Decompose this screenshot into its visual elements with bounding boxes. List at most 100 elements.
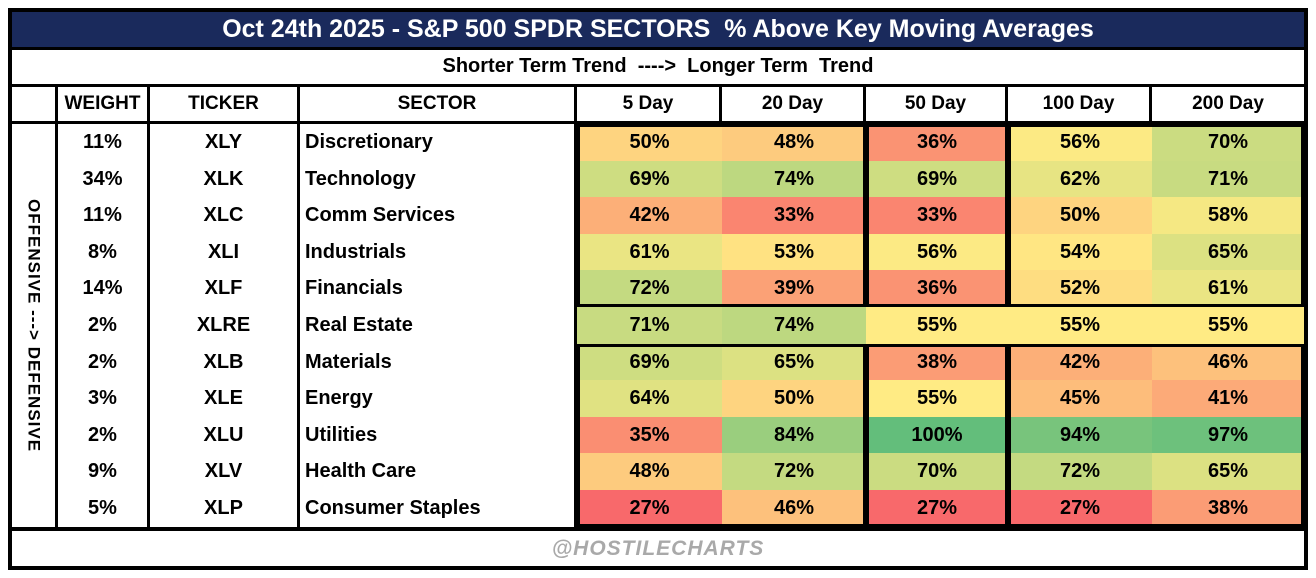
col-header-weight: WEIGHT	[58, 87, 150, 121]
ticker-cell: XLU	[150, 416, 300, 454]
sector-cell: Health Care	[300, 453, 577, 490]
col-header-ticker: TICKER	[150, 87, 300, 121]
value-cell: 53%	[722, 233, 866, 271]
value-cell: 50%	[722, 380, 866, 417]
value-cell: 39%	[722, 270, 866, 307]
ticker-cell: XLP	[150, 489, 300, 527]
value-cell: 65%	[722, 343, 866, 381]
col-header-200-day: 200 Day	[1192, 93, 1264, 114]
value-cell: 55%	[1152, 306, 1304, 344]
sector-table: Oct 24th 2025 - S&P 500 SPDR SECTORS % A…	[8, 8, 1308, 570]
value-cell: 72%	[722, 453, 866, 490]
value-cell: 69%	[577, 343, 722, 381]
value-cell: 61%	[1152, 270, 1304, 307]
corner-cell	[12, 87, 58, 121]
value-cell: 48%	[577, 453, 722, 490]
ticker-cell: XLK	[150, 160, 300, 198]
value-cell: 38%	[1152, 489, 1304, 527]
weight-cell: 8%	[58, 233, 150, 271]
value-cell: 71%	[1152, 160, 1304, 198]
ticker-cell: XLRE	[150, 306, 300, 344]
sector-cell: Consumer Staples	[300, 489, 577, 527]
value-cell: 45%	[1008, 380, 1152, 417]
ticker-cell: XLB	[150, 343, 300, 381]
weight-cell: 2%	[58, 306, 150, 344]
col-header-100-day: 100 Day	[1008, 87, 1152, 121]
value-cell: 65%	[1152, 233, 1304, 271]
value-cell: 74%	[722, 160, 866, 198]
value-cell: 42%	[577, 197, 722, 234]
weight-cell: 3%	[58, 380, 150, 417]
value-cell: 52%	[1008, 270, 1152, 307]
sector-cell: Utilities	[300, 416, 577, 454]
sector-cell: Energy	[300, 380, 577, 417]
weight-cell: 2%	[58, 416, 150, 454]
value-cell: 69%	[866, 160, 1008, 198]
weight-cell: 11%	[58, 197, 150, 234]
watermark-text: @HOSTILECHARTS	[551, 536, 765, 560]
value-cell: 62%	[1008, 160, 1152, 198]
weight-cell: 9%	[58, 453, 150, 490]
sector-cell: Materials	[300, 343, 577, 381]
value-cell: 33%	[866, 197, 1008, 234]
column-header-row: WEIGHT TICKER SECTOR 5 Day 20 Day 50 Day 100 D…	[12, 87, 1304, 124]
sector-cell: Industrials	[300, 233, 577, 271]
value-cell: 55%	[866, 380, 1008, 417]
value-cell: 69%	[577, 160, 722, 198]
value-cell: 94%	[1008, 416, 1152, 454]
ticker-cell: XLC	[150, 197, 300, 234]
value-cell: 70%	[1152, 124, 1304, 161]
value-cell: 72%	[577, 270, 722, 307]
value-cell: 46%	[722, 489, 866, 527]
heatmap-body: OFFENSIVE ---> DEFENSIVE 11% XLY Discretion…	[12, 124, 1304, 527]
trend-direction-subtitle: Shorter Term Trend ----> Longer Term Tre…	[12, 50, 1304, 87]
col-header-5-day: 5 Day	[577, 87, 722, 121]
value-cell: 72%	[1008, 453, 1152, 490]
col-header-20-day: 20 Day	[722, 87, 866, 121]
value-cell: 36%	[866, 124, 1008, 161]
ticker-cell: XLF	[150, 270, 300, 307]
value-cell: 36%	[866, 270, 1008, 307]
sector-cell: Discretionary	[300, 124, 577, 161]
weight-cell: 11%	[58, 124, 150, 161]
weight-cell: 5%	[58, 489, 150, 527]
value-cell: 27%	[577, 489, 722, 527]
sector-cell: Real Estate	[300, 306, 577, 344]
ticker-cell: XLI	[150, 233, 300, 271]
value-cell: 58%	[1152, 197, 1304, 234]
value-cell: 38%	[866, 343, 1008, 381]
offensive-defensive-axis: OFFENSIVE ---> DEFENSIVE	[12, 124, 58, 527]
value-cell: 55%	[866, 306, 1008, 344]
value-cell: 100%	[866, 416, 1008, 454]
sector-cell: Financials	[300, 270, 577, 307]
ticker-cell: XLV	[150, 453, 300, 490]
value-cell: 41%	[1152, 380, 1304, 417]
value-cell: 64%	[577, 380, 722, 417]
value-cell: 35%	[577, 416, 722, 454]
value-cell: 33%	[722, 197, 866, 234]
weight-cell: 2%	[58, 343, 150, 381]
weight-cell: 14%	[58, 270, 150, 307]
value-cell: 70%	[866, 453, 1008, 490]
value-cell: 56%	[866, 233, 1008, 271]
watermark: @HOSTILECHARTS	[12, 527, 1304, 566]
col-header-sector: SECTOR	[300, 87, 577, 121]
ticker-cell: XLY	[150, 124, 300, 161]
value-cell: 48%	[722, 124, 866, 161]
value-cell: 54%	[1008, 233, 1152, 271]
value-cell: 56%	[1008, 124, 1152, 161]
value-cell: 55%	[1008, 306, 1152, 344]
value-cell: 27%	[866, 489, 1008, 527]
sector-cell: Comm Services	[300, 197, 577, 234]
ticker-cell: XLE	[150, 380, 300, 417]
page-title: Oct 24th 2025 - S&P 500 SPDR SECTORS % A…	[12, 12, 1304, 50]
value-cell: 42%	[1008, 343, 1152, 381]
value-cell: 46%	[1152, 343, 1304, 381]
value-cell: 84%	[722, 416, 866, 454]
value-cell: 65%	[1152, 453, 1304, 490]
value-cell: 61%	[577, 233, 722, 271]
offensive-defensive-axis-label: OFFENSIVE ---> DEFENSIVE	[24, 198, 44, 452]
value-cell: 50%	[1008, 197, 1152, 234]
value-cell: 97%	[1152, 416, 1304, 454]
